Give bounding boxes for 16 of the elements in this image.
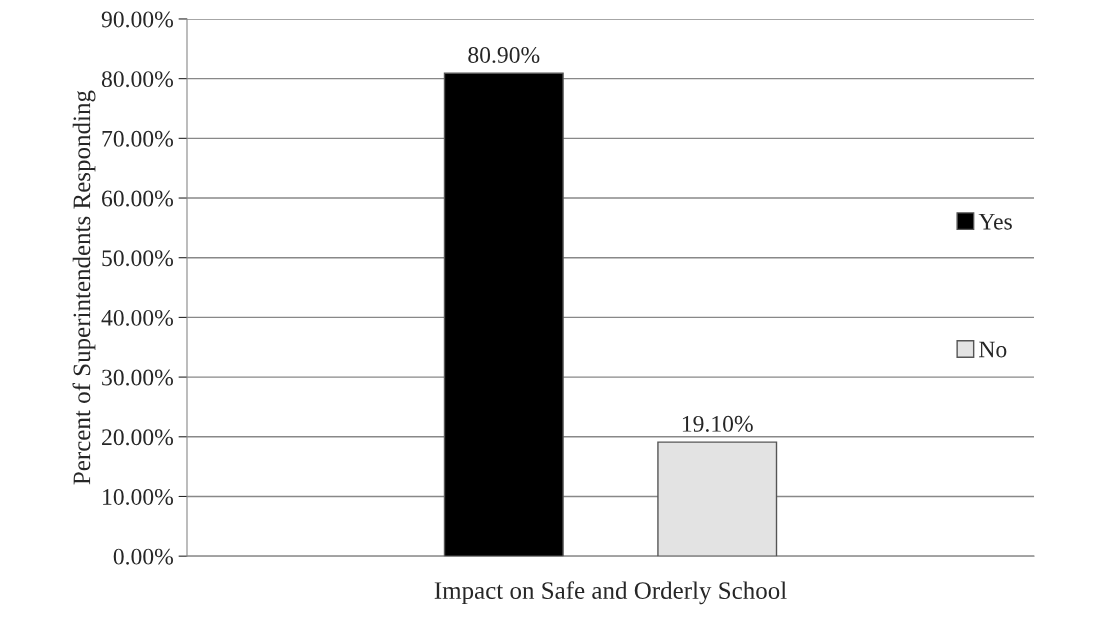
y-tick-label: 0.00% [113, 548, 173, 565]
legend-label: Yes [978, 213, 1012, 230]
data-label: 19.10% [682, 415, 753, 432]
data-label: 80.90% [468, 46, 540, 64]
y-tick-label: 20.00% [102, 429, 173, 446]
x-tick-label: Impact on Safe and Orderly School [434, 581, 787, 605]
y-tick-label: 30.00% [102, 369, 173, 386]
y-tick-label: 70.00% [102, 130, 173, 147]
y-tick-label: 80.00% [101, 71, 173, 88]
legend-label: No [979, 341, 1007, 358]
y-tick-label: 40.00% [101, 309, 173, 326]
y-tick-label: 10.00% [103, 488, 173, 505]
y-tick-label: 60.00% [102, 190, 173, 207]
y-tick-label: 50.00% [102, 250, 173, 267]
y-axis-title: Percent of Superintendents Responding [72, 90, 96, 485]
y-tick-label: 90.00% [101, 11, 173, 28]
